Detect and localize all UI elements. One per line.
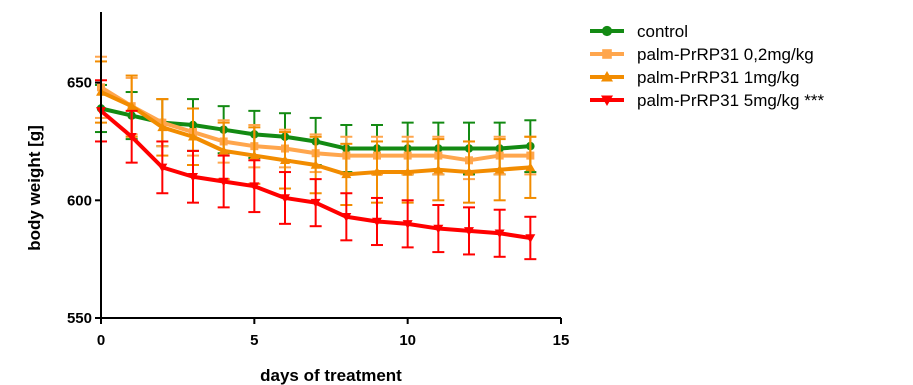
x-tick-label: 15	[553, 332, 570, 349]
data-point	[126, 101, 137, 110]
y-tick-label: 650	[67, 75, 92, 92]
data-point	[188, 131, 198, 141]
x-axis-label: days of treatment	[260, 366, 402, 385]
series-3	[95, 79, 537, 261]
data-point	[341, 213, 352, 222]
y-axis-label: body weight [g]	[25, 125, 44, 251]
data-point	[433, 164, 444, 174]
data-point	[494, 164, 505, 174]
data-point	[494, 229, 505, 239]
legend-marker	[601, 25, 613, 37]
legend-item-1: palm-PrRP31 0,2mg/kg	[590, 45, 814, 64]
data-point	[157, 122, 168, 132]
data-point	[218, 177, 229, 187]
data-point	[157, 163, 168, 173]
legend-item-0: control	[590, 22, 688, 41]
x-tick-label: 5	[250, 332, 258, 349]
legend: control palm-PrRP31 0,2mg/kg palm-PrRP31 1…	[590, 22, 824, 110]
data-point	[280, 155, 290, 165]
y-tick-label: 600	[67, 192, 92, 209]
data-point	[341, 169, 352, 179]
x-tick-label: 10	[399, 332, 416, 349]
y-tick-label: 550	[67, 310, 92, 327]
data-point	[464, 227, 474, 236]
data-point	[372, 167, 382, 176]
data-point	[402, 220, 413, 229]
data-point	[249, 182, 260, 192]
legend-item-3: palm-PrRP31 5mg/kg ***	[590, 91, 824, 110]
x-tick-label: 0	[97, 332, 105, 349]
data-point	[249, 150, 260, 160]
legend-label: palm-PrRP31 1mg/kg	[637, 68, 800, 87]
legend-label: palm-PrRP31 5mg/kg ***	[637, 91, 824, 110]
data-point	[372, 217, 382, 227]
legend-item-2: palm-PrRP31 1mg/kg	[590, 68, 800, 87]
legend-marker	[602, 49, 612, 59]
data-point	[188, 173, 198, 182]
legend-marker	[601, 71, 613, 82]
legend-label: palm-PrRP31 0,2mg/kg	[637, 45, 814, 64]
data-point	[280, 194, 290, 203]
data-point	[525, 234, 536, 243]
data-point	[433, 224, 444, 234]
data-point	[310, 160, 321, 169]
plot-area	[95, 55, 537, 261]
data-point	[402, 167, 413, 176]
data-point	[126, 133, 137, 142]
axes: 550 600 650 0 5 10 15	[67, 12, 569, 349]
legend-marker	[601, 95, 613, 106]
data-point	[525, 162, 536, 172]
legend-label: control	[637, 22, 688, 41]
data-point	[310, 198, 321, 208]
data-point	[218, 145, 229, 155]
data-point	[464, 167, 474, 176]
